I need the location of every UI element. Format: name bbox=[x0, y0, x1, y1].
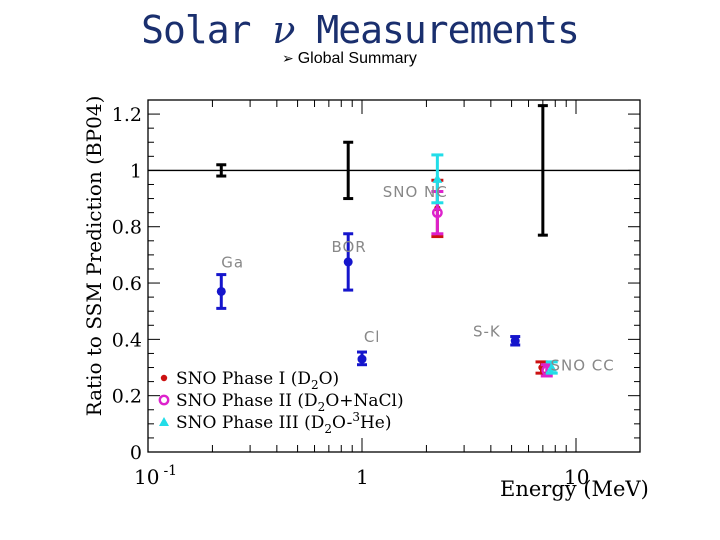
measurement-point bbox=[343, 257, 353, 267]
legend-marker-circle bbox=[158, 394, 170, 406]
annotation-label: SNO CC bbox=[550, 356, 614, 374]
annotation-label: S-K bbox=[473, 323, 501, 341]
sno-point bbox=[546, 362, 557, 372]
legend-label: SNO Phase III (D2O-3He) bbox=[176, 410, 392, 436]
y-axis-title: Ratio to SSM Prediction (BP04) bbox=[82, 96, 106, 417]
annotation-label: BOR bbox=[331, 238, 366, 256]
theory-error-bar bbox=[537, 104, 548, 237]
x-tick-label: 10 -1 bbox=[134, 463, 177, 489]
sno-point bbox=[432, 173, 443, 183]
measurement-point bbox=[510, 336, 520, 346]
y-tick-label: 0.4 bbox=[112, 329, 142, 351]
plot-frame bbox=[147, 99, 641, 453]
x-tick-label: 10 bbox=[564, 465, 589, 489]
slide-title: Solar ν Measurements bbox=[141, 8, 580, 52]
nu-symbol: ν bbox=[272, 8, 295, 52]
bullet-arrow-icon: ➢ bbox=[282, 50, 294, 66]
legend-marker-triangle bbox=[159, 417, 169, 426]
x-tick-label: 1 bbox=[356, 465, 369, 489]
measurement-point bbox=[357, 354, 367, 364]
measurement-point bbox=[216, 286, 226, 296]
legend-item: SNO Phase II (D2O+NaCl) bbox=[158, 391, 404, 414]
sno-point bbox=[431, 207, 443, 219]
y-tick-label: 1.2 bbox=[112, 104, 142, 126]
legend-item: SNO Phase III (D2O-3He) bbox=[159, 410, 392, 436]
legend-marker-dot bbox=[160, 374, 168, 382]
legend-item: SNO Phase I (D2O) bbox=[160, 369, 339, 392]
theory-error-bar bbox=[343, 140, 354, 201]
y-tick-label: 0 bbox=[130, 442, 142, 464]
x-axis-title: Energy (MeV) bbox=[500, 477, 649, 501]
y-tick-label: 0.6 bbox=[112, 273, 142, 295]
y-tick-label: 1 bbox=[130, 160, 142, 182]
legend-label: SNO Phase I (D2O) bbox=[176, 369, 339, 392]
legend-label: SNO Phase II (D2O+NaCl) bbox=[176, 391, 404, 414]
theory-error-bar bbox=[216, 163, 227, 178]
legend: SNO Phase I (D2O)SNO Phase II (D2O+NaCl)… bbox=[158, 369, 404, 436]
y-tick-label: 0.8 bbox=[112, 217, 142, 239]
subtitle-text: Global Summary bbox=[297, 50, 417, 67]
annotation-label: SNO NC bbox=[383, 183, 448, 201]
annotation-label: Ga bbox=[221, 254, 244, 272]
y-tick-label: 0.2 bbox=[112, 386, 142, 408]
subtitle: ➢ Global Summary bbox=[282, 50, 417, 68]
annotation-label: Cl bbox=[364, 328, 381, 346]
